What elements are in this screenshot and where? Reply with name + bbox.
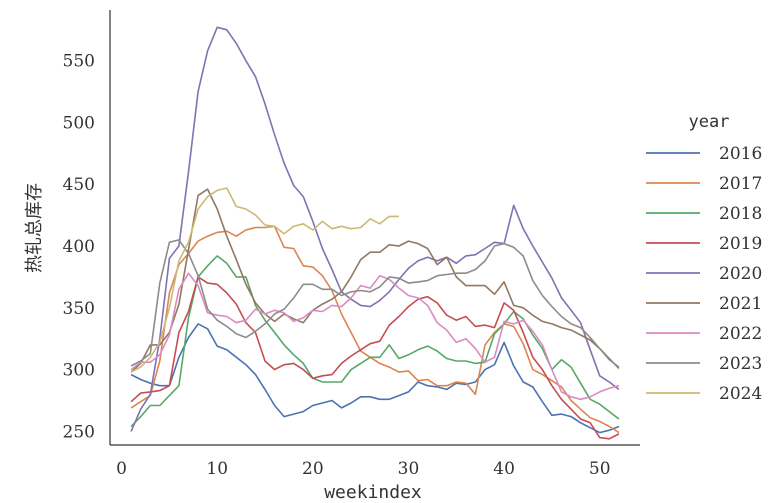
y-tick-label: 400	[63, 237, 95, 257]
x-tick-label: 0	[116, 459, 127, 479]
series-line-2018	[130, 255, 620, 428]
legend-label: 2018	[719, 204, 762, 224]
legend-label: 2017	[719, 174, 762, 194]
legend: year 2016 2017 2018 2019 2020 2021 2022 2023 202…	[646, 112, 762, 404]
series-line-2023	[130, 239, 620, 368]
legend-label: 2016	[719, 144, 762, 164]
x-tick-labels: 0 10 20 30 40 50	[116, 459, 610, 479]
x-tick-label: 50	[589, 459, 611, 479]
legend-label: 2024	[719, 384, 762, 404]
series-line-2021	[130, 188, 620, 373]
y-tick-label: 250	[63, 422, 95, 442]
y-tick-label: 300	[63, 361, 95, 381]
legend-label: 2019	[719, 234, 762, 254]
series-line-2019	[130, 276, 620, 440]
series-line-2022	[130, 272, 620, 401]
legend-label: 2020	[719, 264, 762, 284]
y-tick-label: 550	[63, 52, 95, 72]
x-tick-label: 10	[206, 459, 228, 479]
y-tick-labels: 250 300 350 400 450 500 550	[63, 52, 95, 443]
y-tick-label: 500	[63, 113, 95, 133]
y-tick-label: 450	[63, 175, 95, 195]
series-lines	[130, 26, 620, 440]
x-tick-label: 20	[302, 459, 324, 479]
legend-title: year	[689, 112, 730, 132]
y-axis-label: 热轧总库存	[24, 183, 45, 273]
series-line-2024	[130, 187, 399, 373]
series-line-2020	[130, 26, 620, 432]
legend-label: 2021	[719, 294, 762, 314]
x-axis-label: weekindex	[324, 482, 422, 503]
series-line-2016	[130, 323, 620, 434]
x-tick-label: 40	[493, 459, 515, 479]
y-tick-label: 350	[63, 299, 95, 319]
legend-label: 2023	[719, 354, 762, 374]
series-line-2017	[130, 225, 620, 434]
legend-label: 2022	[719, 324, 762, 344]
x-tick-label: 30	[398, 459, 420, 479]
